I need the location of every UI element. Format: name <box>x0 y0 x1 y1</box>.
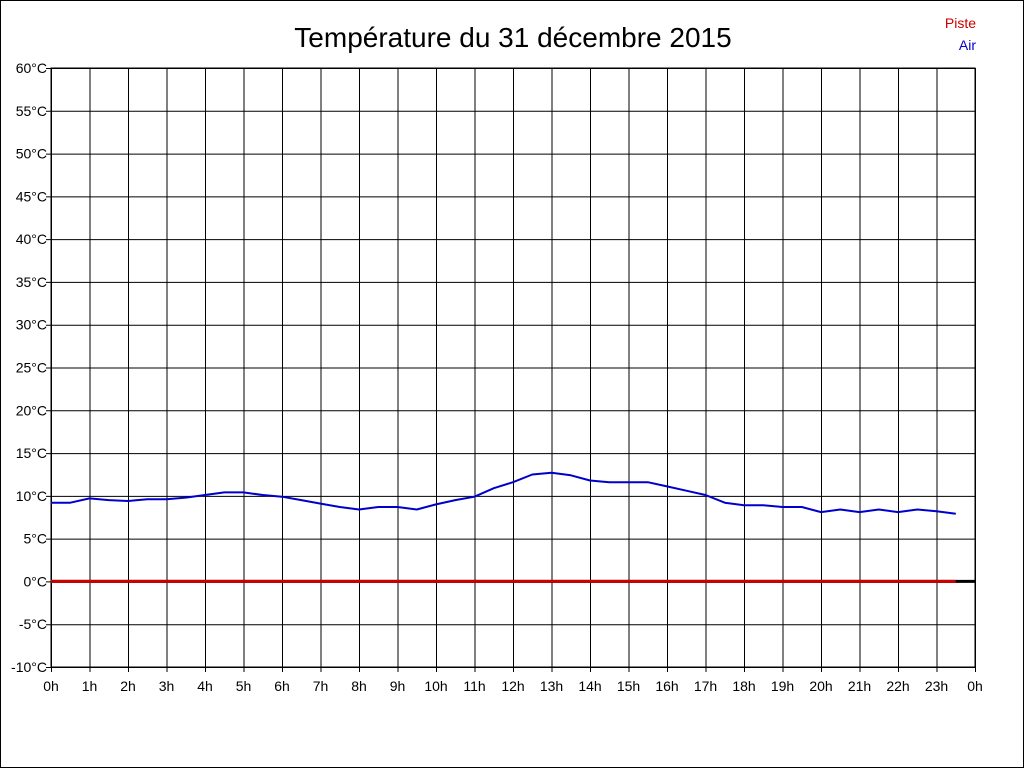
y-tick-label: 10°C <box>16 488 47 504</box>
x-tick-label: 5h <box>236 678 252 694</box>
x-axis-ticks: 0h 1h 2h 3h 4h 5h 6h 7h 8h 9h 10h 11h 12h 13h 14h 15h 16… <box>43 678 983 694</box>
y-tick-label: 30°C <box>16 317 47 333</box>
y-tick-label: 15°C <box>16 445 47 461</box>
x-tick-label: 21h <box>848 678 871 694</box>
y-tick-label: 60°C <box>16 60 47 76</box>
y-axis-ticks: -10°C -5°C 0°C 5°C 10°C 15°C 20°C 25°C 30°C 35°C 4… <box>11 60 47 675</box>
x-tick-label: 4h <box>197 678 213 694</box>
y-tick-label: 45°C <box>16 188 47 204</box>
x-tick-label: 0h <box>43 678 59 694</box>
x-tick-label: 0h <box>967 678 983 694</box>
legend-entry-air: Air <box>959 37 976 53</box>
x-tick-label: 18h <box>732 678 755 694</box>
x-tick-label: 9h <box>390 678 406 694</box>
y-tick-label: 5°C <box>24 531 48 547</box>
x-tick-label: 20h <box>809 678 832 694</box>
series-line-air <box>51 471 956 515</box>
y-tick-label: 25°C <box>16 360 47 376</box>
x-tick-label: 23h <box>925 678 948 694</box>
legend-entry-piste: Piste <box>945 15 976 31</box>
y-tick-label: 40°C <box>16 231 47 247</box>
y-tick-label: 55°C <box>16 103 47 119</box>
y-tick-label: -10°C <box>11 659 47 675</box>
x-tick-label: 17h <box>694 678 717 694</box>
y-tick-label: 20°C <box>16 402 47 418</box>
chart-legend: Piste Air <box>945 15 976 53</box>
x-tick-label: 19h <box>771 678 794 694</box>
x-tick-label: 22h <box>886 678 909 694</box>
y-tick-label: 35°C <box>16 274 47 290</box>
chart-series <box>51 471 975 583</box>
x-tick-label: 11h <box>463 678 485 694</box>
y-tick-label: 0°C <box>24 573 48 589</box>
x-tick-label: 16h <box>655 678 678 694</box>
x-tick-label: 12h <box>501 678 524 694</box>
y-tick-label: 50°C <box>16 146 47 162</box>
y-tick-label: -5°C <box>19 616 47 632</box>
x-tick-label: 14h <box>578 678 601 694</box>
x-tick-label: 3h <box>159 678 175 694</box>
x-tick-label: 8h <box>351 678 367 694</box>
x-tick-label: 7h <box>313 678 329 694</box>
x-tick-label: 10h <box>424 678 447 694</box>
chart-title: Température du 31 décembre 2015 <box>294 22 731 53</box>
x-tick-label: 15h <box>617 678 640 694</box>
x-tick-label: 6h <box>274 678 290 694</box>
x-tick-label: 13h <box>540 678 563 694</box>
x-tick-label: 2h <box>120 678 136 694</box>
x-tick-label: 1h <box>82 678 98 694</box>
